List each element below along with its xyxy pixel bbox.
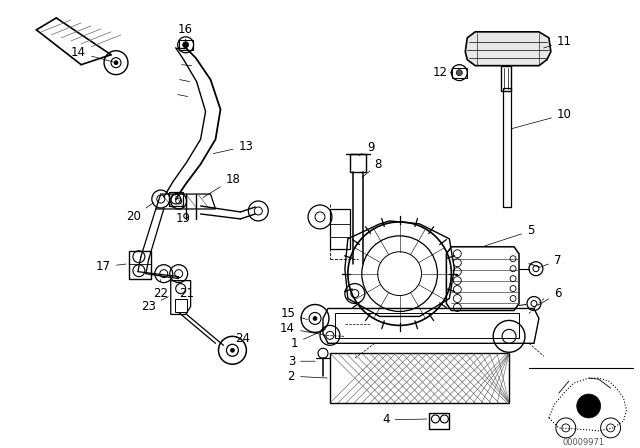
Text: 9: 9 — [359, 141, 375, 155]
Circle shape — [577, 394, 600, 418]
Bar — [169, 192, 182, 206]
Bar — [330, 209, 350, 249]
Text: 14: 14 — [71, 46, 113, 62]
Text: 21: 21 — [179, 282, 194, 300]
Text: 12: 12 — [433, 66, 452, 79]
Text: 22: 22 — [153, 280, 168, 300]
Text: 20: 20 — [126, 202, 154, 224]
Circle shape — [114, 60, 118, 65]
Bar — [129, 251, 151, 279]
Text: 6: 6 — [538, 287, 561, 305]
Text: 18: 18 — [203, 172, 241, 198]
Circle shape — [456, 69, 462, 76]
Bar — [501, 66, 511, 90]
Text: 14: 14 — [280, 322, 324, 335]
Text: 23: 23 — [141, 297, 168, 313]
Text: 7: 7 — [538, 254, 561, 268]
Bar — [452, 68, 467, 78]
Bar — [179, 40, 193, 50]
Text: 17: 17 — [96, 260, 126, 273]
Text: 3: 3 — [288, 355, 316, 368]
Bar — [175, 298, 187, 312]
Text: 00009971: 00009971 — [563, 438, 605, 447]
Text: 4: 4 — [382, 414, 427, 426]
Text: 15: 15 — [280, 307, 307, 320]
Bar — [503, 87, 511, 207]
Text: 11: 11 — [543, 35, 572, 48]
Circle shape — [313, 316, 317, 320]
Text: 1: 1 — [291, 330, 325, 350]
Bar — [335, 314, 519, 338]
Text: 8: 8 — [362, 158, 382, 177]
Text: 5: 5 — [485, 224, 534, 246]
Bar — [429, 413, 449, 429]
Text: 19: 19 — [176, 207, 191, 225]
Text: 10: 10 — [512, 108, 572, 129]
Polygon shape — [465, 32, 551, 66]
Circle shape — [182, 42, 189, 48]
Bar — [350, 154, 366, 172]
Circle shape — [230, 348, 234, 352]
Text: 16: 16 — [178, 23, 193, 42]
Text: 24: 24 — [232, 332, 250, 345]
Text: 2: 2 — [287, 370, 327, 383]
Text: 13: 13 — [213, 140, 253, 154]
